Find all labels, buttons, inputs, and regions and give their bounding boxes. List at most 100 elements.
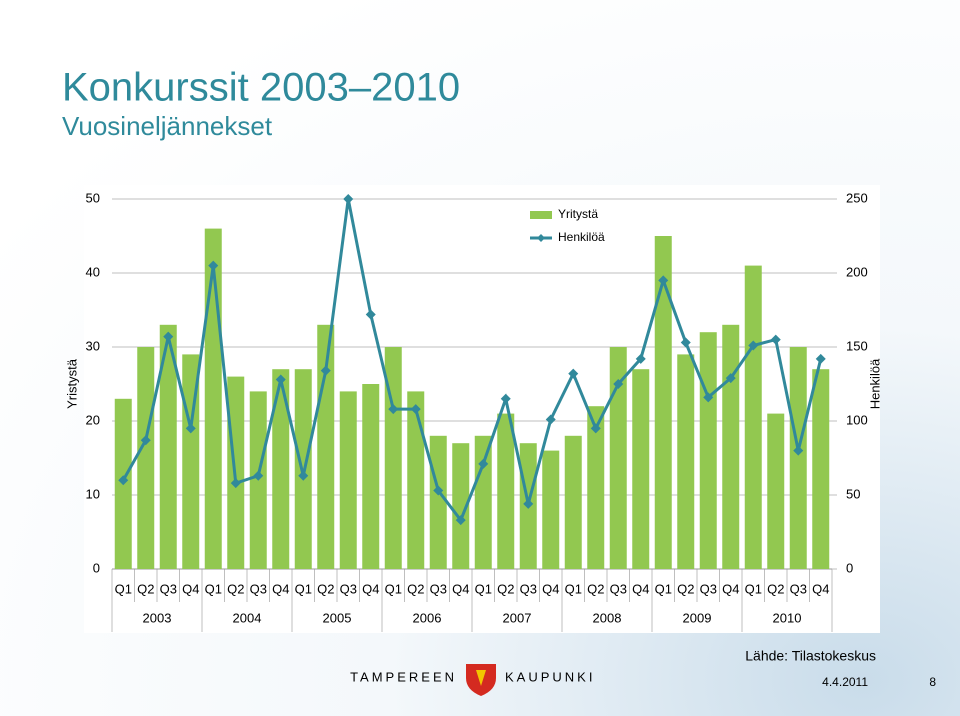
bar [497, 413, 515, 569]
x-tick-label: Q3 [700, 581, 717, 596]
y-axis-title: Yristystä [64, 358, 79, 409]
line-marker [320, 365, 331, 376]
line-marker [545, 414, 556, 425]
line-marker [770, 334, 781, 345]
x-tick-label: Q2 [317, 581, 334, 596]
x-tick-label: Q2 [767, 581, 784, 596]
x-tick-label: Q3 [520, 581, 537, 596]
x-tick-label: Q2 [227, 581, 244, 596]
y-tick-label: 10 [86, 486, 100, 501]
bar [159, 324, 177, 569]
line-marker [725, 373, 736, 384]
y2-tick-label: 50 [846, 486, 860, 501]
x-tick-label: Q2 [137, 581, 154, 596]
line-marker [343, 194, 354, 204]
chart-title: Konkurssit 2003–2010 [62, 66, 460, 110]
legend-label: Yritystä [558, 207, 598, 221]
bar [677, 354, 695, 569]
line-marker [523, 498, 534, 509]
line-marker [433, 485, 444, 496]
bar [542, 450, 560, 569]
bar [744, 265, 762, 569]
bar [767, 413, 785, 569]
x-tick-label: Q4 [632, 581, 649, 596]
x-tick-label: Q2 [497, 581, 514, 596]
bar [632, 369, 650, 569]
line-marker [365, 309, 376, 320]
line-marker [455, 515, 466, 526]
group-label: 2006 [413, 610, 442, 625]
bar [407, 391, 425, 569]
y-tick-label: 30 [86, 338, 100, 353]
y-tick-label: 0 [93, 560, 100, 575]
line-marker [478, 458, 489, 469]
bar [339, 391, 357, 569]
chart-subtitle: Vuosineljännekset [62, 111, 273, 141]
line-marker [680, 337, 691, 348]
line-marker [140, 435, 151, 446]
city-left: TAMPEREEN [350, 669, 457, 684]
x-tick-label: Q1 [385, 581, 402, 596]
line-marker [793, 445, 804, 456]
x-tick-label: Q3 [340, 581, 357, 596]
y2-tick-label: 150 [846, 338, 868, 353]
group-label: 2004 [233, 610, 262, 625]
group-label: 2005 [323, 610, 352, 625]
y2-tick-label: 200 [846, 264, 868, 279]
bar [429, 435, 447, 569]
legend-swatch [530, 211, 552, 219]
x-tick-label: Q1 [475, 581, 492, 596]
bar [587, 406, 605, 569]
line-marker [275, 374, 286, 385]
x-tick-label: Q2 [677, 581, 694, 596]
x-tick-label: Q1 [295, 581, 312, 596]
line-marker [635, 353, 646, 364]
bar [654, 236, 672, 569]
x-tick-label: Q1 [745, 581, 762, 596]
x-tick-label: Q4 [272, 581, 289, 596]
bar [452, 443, 470, 569]
x-tick-label: Q3 [430, 581, 447, 596]
bar [272, 369, 290, 569]
line-marker [815, 353, 826, 364]
legend-marker [537, 234, 545, 242]
line-marker [658, 275, 669, 286]
bar [384, 347, 402, 569]
group-label: 2003 [143, 610, 172, 625]
x-tick-label: Q1 [205, 581, 222, 596]
bar [609, 347, 627, 569]
group-label: 2010 [773, 610, 802, 625]
y2-tick-label: 100 [846, 412, 868, 427]
x-tick-label: Q1 [115, 581, 132, 596]
line-marker [613, 379, 624, 389]
x-tick-label: Q4 [542, 581, 559, 596]
page-number: 8 [929, 675, 936, 689]
bar [812, 369, 830, 569]
y-tick-label: 20 [86, 412, 100, 427]
y2-tick-label: 250 [846, 190, 868, 205]
line-marker [703, 392, 714, 403]
line-marker [388, 404, 399, 415]
x-tick-label: Q4 [182, 581, 199, 596]
bar [722, 324, 740, 569]
date: 4.4.2011 [822, 675, 868, 689]
group-label: 2008 [593, 610, 622, 625]
line-marker [590, 423, 601, 434]
city-right: KAUPUNKI [505, 669, 595, 684]
bar [474, 435, 492, 569]
x-tick-label: Q3 [160, 581, 177, 596]
x-tick-label: Q4 [362, 581, 379, 596]
line-marker [185, 423, 196, 434]
bar [137, 347, 155, 569]
group-label: 2007 [503, 610, 532, 625]
bar [564, 435, 582, 569]
y-tick-label: 40 [86, 264, 100, 279]
source: Lähde: Tilastokeskus [745, 648, 876, 664]
x-tick-label: Q4 [722, 581, 739, 596]
line-marker [163, 331, 174, 342]
x-tick-label: Q2 [407, 581, 424, 596]
bar [789, 347, 807, 569]
line-marker [748, 340, 759, 351]
x-tick-label: Q4 [812, 581, 829, 596]
